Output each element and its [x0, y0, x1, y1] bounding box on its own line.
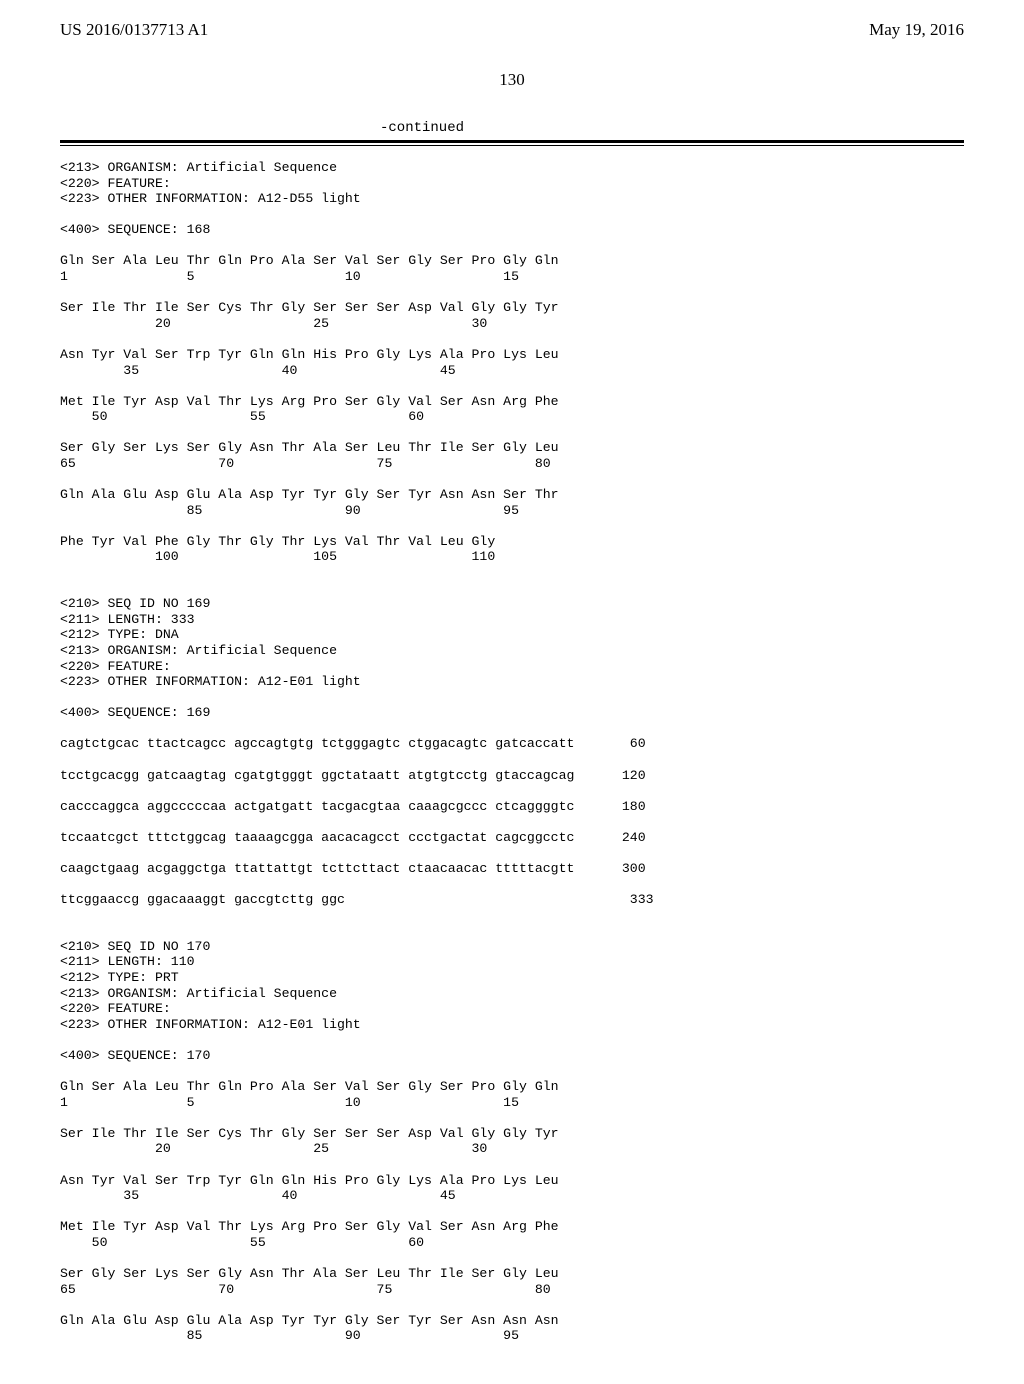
- seq-line: 50 55 60: [60, 1235, 424, 1250]
- seq-line: 85 90 95: [60, 503, 519, 518]
- seq-line: 35 40 45: [60, 363, 456, 378]
- seq-line: cagtctgcac ttactcagcc agccagtgtg tctggga…: [60, 736, 646, 751]
- seq-line: tccaatcgct tttctggcag taaaagcgga aacacag…: [60, 830, 646, 845]
- seq-line: 85 90 95: [60, 1328, 519, 1343]
- seq-line: Ser Gly Ser Lys Ser Gly Asn Thr Ala Ser …: [60, 1266, 559, 1281]
- seq-line: Gln Ser Ala Leu Thr Gln Pro Ala Ser Val …: [60, 1079, 559, 1094]
- seq-line: 65 70 75 80: [60, 456, 551, 471]
- page-header: US 2016/0137713 A1 May 19, 2016: [60, 20, 964, 40]
- seq-line: Gln Ala Glu Asp Glu Ala Asp Tyr Tyr Gly …: [60, 487, 559, 502]
- seq-line: <212> TYPE: DNA: [60, 627, 179, 642]
- seq-line: <213> ORGANISM: Artificial Sequence: [60, 986, 337, 1001]
- seq-line: Ser Ile Thr Ile Ser Cys Thr Gly Ser Ser …: [60, 300, 559, 315]
- seq-line: Asn Tyr Val Ser Trp Tyr Gln Gln His Pro …: [60, 347, 559, 362]
- seq-line: <210> SEQ ID NO 169: [60, 596, 210, 611]
- seq-line: <213> ORGANISM: Artificial Sequence: [60, 160, 337, 175]
- seq-line: <400> SEQUENCE: 169: [60, 705, 210, 720]
- seq-line: Met Ile Tyr Asp Val Thr Lys Arg Pro Ser …: [60, 394, 559, 409]
- seq-line: <223> OTHER INFORMATION: A12-D55 light: [60, 191, 361, 206]
- seq-line: <213> ORGANISM: Artificial Sequence: [60, 643, 337, 658]
- seq-line: 50 55 60: [60, 409, 424, 424]
- page-number: 130: [60, 70, 964, 90]
- seq-line: 1 5 10 15: [60, 1095, 519, 1110]
- seq-line: <210> SEQ ID NO 170: [60, 939, 210, 954]
- rule-heavy: [60, 140, 964, 143]
- seq-line: <220> FEATURE:: [60, 176, 171, 191]
- seq-line: <211> LENGTH: 110: [60, 954, 195, 969]
- seq-line: cacccaggca aggcccccaa actgatgatt tacgacg…: [60, 799, 646, 814]
- seq-line: 20 25 30: [60, 1141, 487, 1156]
- seq-line: Asn Tyr Val Ser Trp Tyr Gln Gln His Pro …: [60, 1173, 559, 1188]
- seq-line: 65 70 75 80: [60, 1282, 551, 1297]
- seq-line: <223> OTHER INFORMATION: A12-E01 light: [60, 674, 361, 689]
- seq-line: Phe Tyr Val Phe Gly Thr Gly Thr Lys Val …: [60, 534, 495, 549]
- seq-line: Gln Ser Ala Leu Thr Gln Pro Ala Ser Val …: [60, 253, 559, 268]
- pub-date: May 19, 2016: [869, 20, 964, 40]
- rule-thin: [60, 145, 964, 146]
- page-container: US 2016/0137713 A1 May 19, 2016 130 -con…: [0, 0, 1024, 1384]
- seq-line: Met Ile Tyr Asp Val Thr Lys Arg Pro Ser …: [60, 1219, 559, 1234]
- seq-line: 20 25 30: [60, 316, 487, 331]
- seq-line: <220> FEATURE:: [60, 659, 171, 674]
- seq-line: Gln Ala Glu Asp Glu Ala Asp Tyr Tyr Gly …: [60, 1313, 559, 1328]
- seq-line: 1 5 10 15: [60, 269, 519, 284]
- seq-line: Ser Gly Ser Lys Ser Gly Asn Thr Ala Ser …: [60, 440, 559, 455]
- seq-line: Ser Ile Thr Ile Ser Cys Thr Gly Ser Ser …: [60, 1126, 559, 1141]
- seq-line: <400> SEQUENCE: 168: [60, 222, 210, 237]
- seq-line: caagctgaag acgaggctga ttattattgt tcttctt…: [60, 861, 646, 876]
- seq-line: <223> OTHER INFORMATION: A12-E01 light: [60, 1017, 361, 1032]
- seq-line: <220> FEATURE:: [60, 1001, 171, 1016]
- seq-line: <211> LENGTH: 333: [60, 612, 195, 627]
- seq-line: tcctgcacgg gatcaagtag cgatgtgggt ggctata…: [60, 768, 646, 783]
- sequence-listing: <213> ORGANISM: Artificial Sequence <220…: [60, 160, 964, 1344]
- seq-line: 100 105 110: [60, 549, 495, 564]
- seq-line: ttcggaaccg ggacaaaggt gaccgtcttg ggc 333: [60, 892, 654, 907]
- pub-number: US 2016/0137713 A1: [60, 20, 208, 40]
- seq-line: <212> TYPE: PRT: [60, 970, 179, 985]
- continued-label: -continued: [60, 120, 964, 136]
- seq-line: 35 40 45: [60, 1188, 456, 1203]
- seq-line: <400> SEQUENCE: 170: [60, 1048, 210, 1063]
